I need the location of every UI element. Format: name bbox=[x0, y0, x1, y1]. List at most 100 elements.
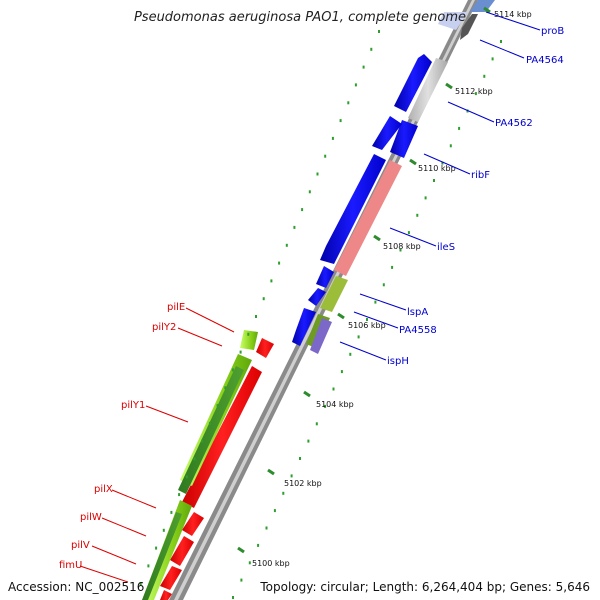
gene-label-pilX[interactable]: pilX bbox=[94, 484, 113, 495]
guide-dot bbox=[240, 578, 243, 582]
gene-label-pilW[interactable]: pilW bbox=[80, 512, 102, 523]
gene-label-pilY2[interactable]: pilY2 bbox=[152, 322, 176, 333]
guide-dot bbox=[282, 491, 285, 495]
guide-dot bbox=[340, 370, 343, 374]
guide-dot bbox=[332, 387, 335, 391]
gene-label-ileS[interactable]: ileS bbox=[437, 242, 455, 253]
tick-label-5110: 5110 kbp bbox=[418, 164, 456, 173]
guide-dot bbox=[500, 40, 502, 43]
guide-dot bbox=[262, 297, 265, 301]
tick-5100: 5100 kbp bbox=[237, 546, 290, 568]
gene-label-pilY1[interactable]: pilY1 bbox=[121, 400, 145, 411]
gene-pilE-feature bbox=[240, 330, 258, 350]
guide-dot bbox=[357, 335, 360, 339]
guide-dot bbox=[285, 243, 288, 247]
gene-label-pilE[interactable]: pilE bbox=[167, 302, 185, 313]
guide-dot bbox=[224, 386, 227, 390]
guide-dot bbox=[474, 92, 477, 96]
guide-dot bbox=[307, 439, 310, 443]
gene-blue-2 bbox=[372, 116, 402, 150]
scale-ticks: 5114 kbp 5112 kbp 5110 kbp 5108 kbp 5106… bbox=[237, 6, 532, 568]
gene-fimU-feature bbox=[160, 590, 172, 600]
tick-label-5106: 5106 kbp bbox=[348, 321, 386, 330]
gene-pilY1-feature bbox=[182, 366, 262, 508]
gene-ribF-feature bbox=[390, 120, 418, 158]
guide-dot bbox=[147, 564, 150, 568]
reverse-strand-features bbox=[142, 330, 274, 600]
tick-5114: 5114 kbp bbox=[483, 6, 532, 19]
gene-label-lspA[interactable]: lspA bbox=[407, 307, 428, 318]
gene-pilX-feature bbox=[182, 512, 204, 536]
gene-PA4564-feature bbox=[460, 14, 478, 40]
tick-5102: 5102 kbp bbox=[267, 468, 322, 488]
gene-label-ribF[interactable]: ribF bbox=[471, 170, 490, 181]
gene-lspA-feature bbox=[320, 276, 348, 312]
guide-dot bbox=[391, 265, 394, 269]
gene-dark-1 bbox=[178, 366, 244, 494]
guide-dot bbox=[399, 248, 402, 252]
gene-label-PA4558[interactable]: PA4558 bbox=[399, 325, 437, 336]
guide-dot bbox=[374, 300, 377, 304]
guide-dot bbox=[231, 368, 234, 372]
gene-dark-2 bbox=[142, 512, 182, 600]
guide-dot bbox=[155, 546, 158, 550]
guide-dot bbox=[382, 283, 385, 287]
guide-dot bbox=[491, 57, 494, 61]
guide-dot bbox=[324, 404, 327, 408]
guide-dot bbox=[324, 154, 327, 158]
guide-dot bbox=[255, 315, 257, 318]
tick-5104: 5104 kbp bbox=[303, 390, 354, 409]
guide-dot bbox=[265, 526, 268, 530]
guide-dot bbox=[273, 509, 276, 513]
tick-label-5104: 5104 kbp bbox=[316, 400, 354, 409]
gene-blue-1 bbox=[394, 54, 432, 112]
guide-dot bbox=[354, 83, 357, 87]
guide-dot bbox=[433, 179, 435, 182]
gene-pilW-feature bbox=[170, 536, 194, 566]
guide-dot bbox=[232, 596, 234, 599]
guide-dot bbox=[424, 196, 427, 200]
forward-gene-labels: proB PA4564 PA4562 ribF ileS lspA PA4558… bbox=[339, 11, 564, 367]
guide-dot bbox=[366, 318, 368, 321]
reverse-gene-labels: pilE pilY2 pilY1 pilX pilW pilV fimU bbox=[59, 302, 235, 583]
forward-strand-features bbox=[292, 0, 495, 354]
guide-dot bbox=[270, 279, 273, 283]
gene-label-PA4564[interactable]: PA4564 bbox=[526, 55, 564, 66]
tick-5112: 5112 kbp bbox=[445, 82, 493, 96]
tick-label-5102: 5102 kbp bbox=[284, 479, 322, 488]
gene-ileS-feature bbox=[334, 160, 402, 276]
guide-dot bbox=[378, 30, 380, 33]
guide-dot bbox=[458, 126, 461, 130]
gene-label-PA4562[interactable]: PA4562 bbox=[495, 118, 533, 129]
gene-ispH-feature bbox=[310, 318, 332, 354]
guide-dot bbox=[315, 422, 318, 426]
gene-blue-5 bbox=[308, 288, 326, 306]
tick-label-5100: 5100 kbp bbox=[252, 559, 290, 568]
guide-dot bbox=[208, 421, 211, 425]
gene-pilV-feature bbox=[160, 566, 182, 590]
guide-dot bbox=[162, 528, 165, 532]
gene-label-fimU[interactable]: fimU bbox=[59, 560, 82, 571]
tick-5110: 5110 kbp bbox=[409, 158, 456, 173]
guide-dot bbox=[290, 474, 293, 478]
guide-dot bbox=[316, 172, 319, 176]
genome-title: Pseudomonas aeruginosa PAO1, complete ge… bbox=[133, 10, 467, 25]
guide-dot bbox=[441, 161, 444, 165]
tick-5106: 5106 kbp bbox=[337, 312, 386, 330]
guide-dot bbox=[483, 74, 486, 78]
gene-label-pilV[interactable]: pilV bbox=[71, 540, 90, 551]
guide-dot bbox=[449, 144, 452, 148]
guide-dot bbox=[239, 350, 242, 354]
guide-dot bbox=[407, 231, 410, 235]
gene-label-ispH[interactable]: ispH bbox=[387, 356, 409, 367]
guide-dot bbox=[247, 332, 250, 336]
guide-dot bbox=[339, 119, 342, 123]
gene-pilY2-feature bbox=[256, 338, 274, 358]
guide-dot bbox=[293, 225, 296, 229]
guide-dot bbox=[278, 261, 281, 265]
gene-label-proB[interactable]: proB bbox=[541, 26, 564, 37]
genome-summary-text: Topology: circular; Length: 6,264,404 bp… bbox=[260, 580, 590, 594]
guide-dot bbox=[216, 404, 219, 408]
gene-blue-4 bbox=[316, 266, 334, 288]
